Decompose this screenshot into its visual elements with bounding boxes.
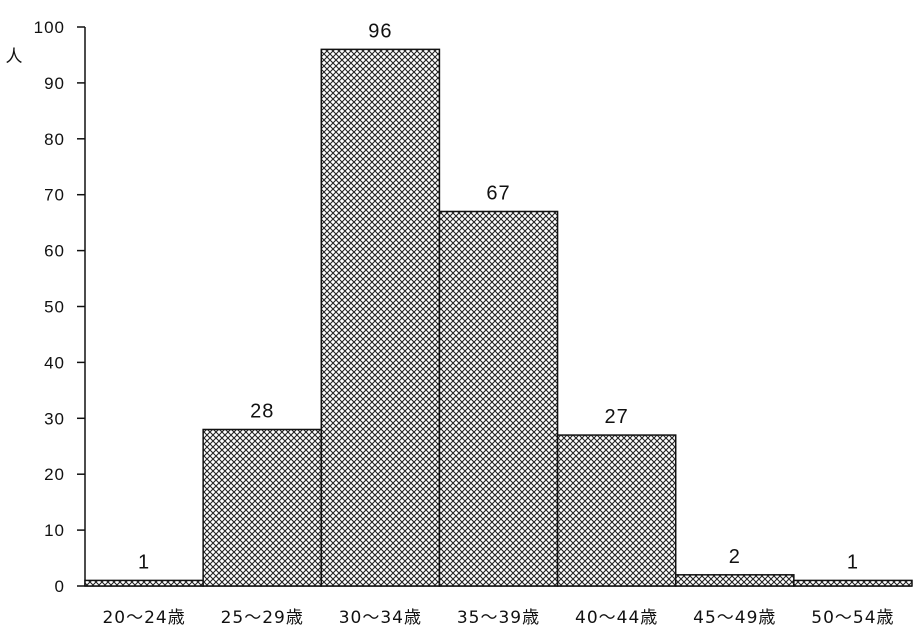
x-category-label: 50～54歳 (811, 608, 894, 628)
bar-2 (202, 428, 323, 587)
bar-1 (84, 579, 204, 587)
bar-value-label: 1 (847, 551, 859, 573)
x-category-label: 40～44歳 (575, 608, 658, 628)
y-tick-label: 30 (44, 409, 65, 428)
bar-value-label: 27 (605, 406, 629, 428)
y-tick-label: 40 (44, 353, 65, 372)
x-category-label: 25～29歳 (221, 608, 304, 628)
bar-6 (674, 574, 795, 587)
bar-value-label: 2 (729, 546, 741, 568)
y-tick-label: 80 (44, 130, 65, 149)
bar-3 (320, 48, 441, 587)
bar-4 (438, 210, 559, 587)
bar-value-label: 1 (138, 551, 150, 573)
bar-5 (556, 434, 677, 587)
bar-value-label: 67 (486, 182, 510, 204)
y-tick-label: 60 (44, 242, 65, 261)
x-category-label: 20～24歳 (102, 608, 185, 628)
labels-layer: 1 20～24歳 28 25～29歳 96 30～34歳 67 35～39歳 27 40～44歳 2… (102, 20, 894, 628)
x-category-label: 35～39歳 (457, 608, 540, 628)
y-tick-label: 10 (44, 521, 65, 540)
bar-7 (793, 579, 913, 587)
y-axis-unit-label: 人 (6, 47, 23, 67)
y-tick-label: 100 (34, 18, 65, 37)
y-tick-label: 50 (44, 298, 65, 317)
y-tick-label: 70 (44, 186, 65, 205)
x-category-label: 30～34歳 (339, 608, 422, 628)
y-tick-label: 0 (55, 577, 65, 596)
y-tick-label: 20 (44, 465, 65, 484)
bars-layer (84, 48, 913, 587)
bar-value-label: 28 (250, 400, 274, 422)
y-tick-label: 90 (44, 74, 65, 93)
bar-value-label: 96 (368, 20, 392, 42)
x-category-label: 45～49歳 (693, 608, 776, 628)
